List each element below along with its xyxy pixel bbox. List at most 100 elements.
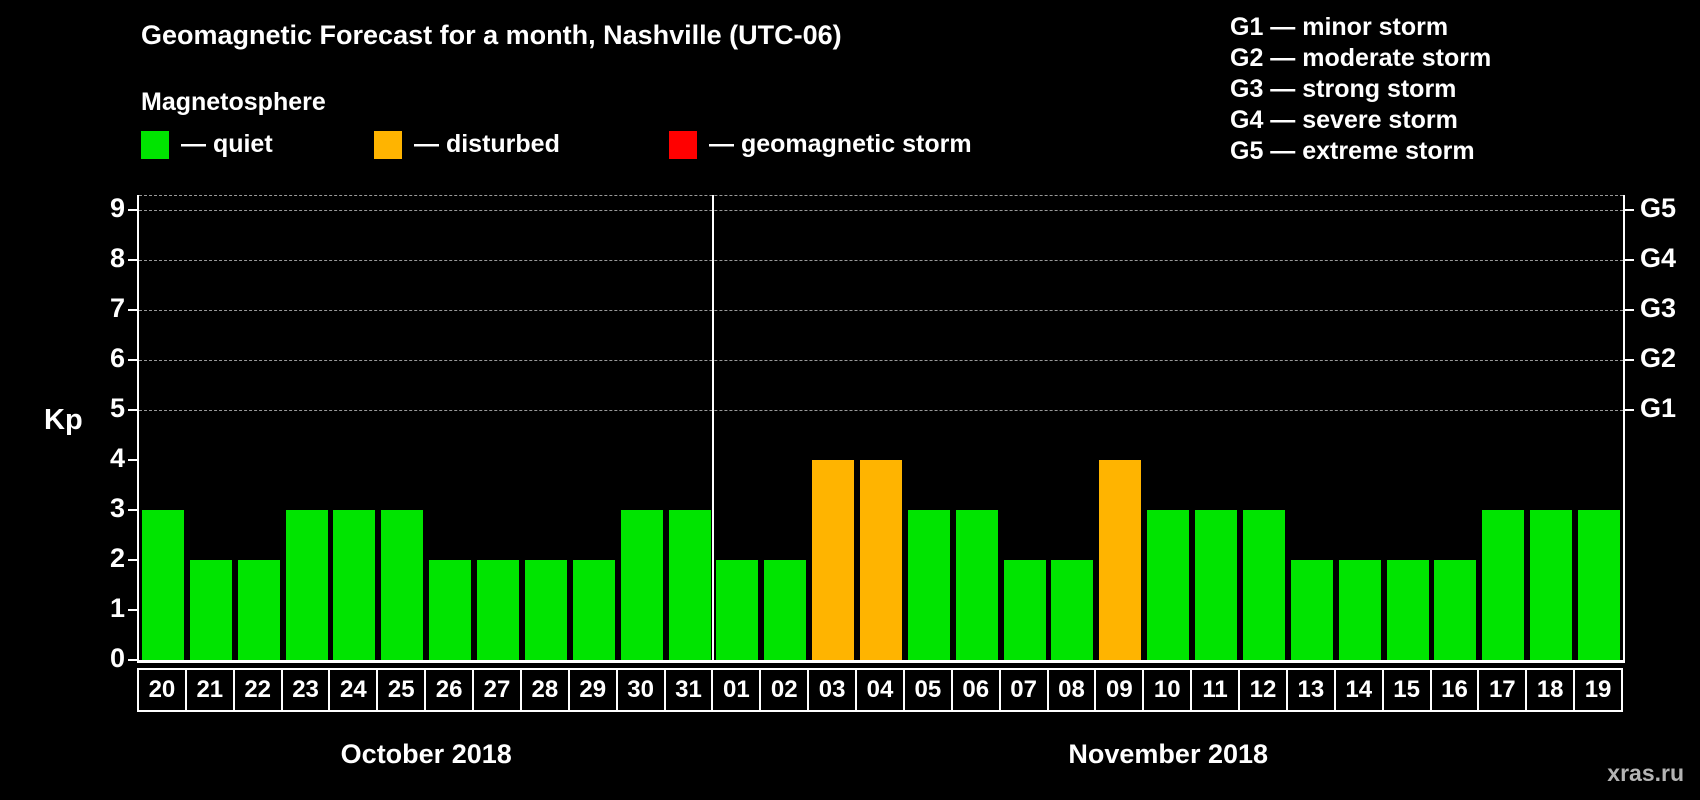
day-label: 14 (1333, 668, 1384, 712)
month-separator (712, 195, 715, 660)
day-label: 19 (1573, 668, 1623, 712)
kp-bar (1338, 560, 1381, 660)
kp-bar (812, 460, 855, 660)
y-tick-label: 5 (109, 393, 125, 423)
kp-bar (237, 560, 280, 660)
legend-label-quiet: — quiet (181, 130, 273, 158)
legend-item-quiet: — quiet (141, 130, 273, 159)
gridline-kp-9 (139, 210, 1623, 211)
kp-bar (907, 510, 950, 660)
y-tick (128, 309, 137, 311)
kp-bar (1386, 560, 1429, 660)
kp-bar (955, 510, 998, 660)
chart-title: Geomagnetic Forecast for a month, Nashvi… (141, 20, 842, 50)
day-label: 20 (137, 668, 187, 712)
kp-bar (1051, 560, 1094, 660)
y-tick-label: 9 (109, 193, 125, 223)
gridline-kp-6 (139, 360, 1623, 361)
day-label: 02 (759, 668, 810, 712)
g-scale-label: G2 (1640, 343, 1677, 373)
day-label: 30 (615, 668, 666, 712)
kp-bar (1290, 560, 1333, 660)
day-label: 09 (1094, 668, 1145, 712)
y-axis-label: Kp (44, 404, 83, 436)
kp-bar (141, 510, 184, 660)
gridline-kp-5 (139, 410, 1623, 411)
y-tick-label: 2 (109, 543, 125, 573)
month-label: November 2018 (1068, 739, 1269, 769)
kp-bar (764, 560, 807, 660)
kp-bar (477, 560, 520, 660)
storm-scale-item: G3 — strong storm (1230, 75, 1457, 103)
g-tick (1625, 309, 1634, 311)
g-scale-label: G5 (1640, 193, 1677, 223)
kp-bar (860, 460, 902, 660)
storm-scale-item: G4 — severe storm (1230, 106, 1458, 134)
kp-bar (381, 510, 424, 660)
kp-bar (668, 510, 711, 660)
kp-bar (1482, 510, 1525, 660)
legend-label-storm: — geomagnetic storm (709, 130, 972, 158)
gridline-kp-7 (139, 310, 1623, 311)
y-tick-label: 0 (109, 643, 125, 673)
kp-bar (572, 560, 615, 660)
day-label: 11 (1190, 668, 1241, 712)
day-label: 25 (376, 668, 427, 712)
kp-bar (333, 510, 376, 660)
y-tick (128, 209, 137, 211)
day-label: 13 (1285, 668, 1336, 712)
y-tick-label: 4 (109, 443, 125, 473)
x-axis-line (137, 660, 1625, 663)
g-tick (1625, 359, 1634, 361)
legend-swatch-disturbed (374, 130, 402, 159)
storm-scale-legend: G1 — minor storm G2 — moderate storm G3 — … (1230, 12, 1491, 167)
y-axis-line (137, 195, 139, 663)
kp-bar (1578, 510, 1621, 660)
y-tick (128, 509, 137, 511)
kp-bar (524, 560, 567, 660)
g-tick (1625, 259, 1634, 261)
day-label: 18 (1525, 668, 1576, 712)
kp-bar (285, 510, 328, 660)
g-scale-label: G4 (1640, 243, 1677, 273)
month-label: October 2018 (340, 739, 512, 769)
day-label: 04 (855, 668, 905, 712)
kp-bar (716, 560, 759, 660)
legend-item-storm: — geomagnetic storm (669, 130, 972, 159)
g-scale-label: G3 (1640, 293, 1677, 323)
y-tick (128, 559, 137, 561)
legend-item-disturbed: — disturbed (374, 130, 560, 159)
kp-bar (1003, 560, 1046, 660)
magnetosphere-legend: — quiet — disturbed — geomagnetic storm (141, 130, 1141, 160)
magnetosphere-legend-heading: Magnetosphere (141, 88, 326, 116)
y-tick-label: 3 (109, 493, 125, 523)
day-label: 03 (807, 668, 858, 712)
kp-bar (1147, 510, 1190, 660)
y-tick-label: 6 (109, 343, 125, 373)
legend-swatch-storm (669, 130, 697, 159)
day-label: 24 (328, 668, 379, 712)
g-tick (1625, 409, 1634, 411)
y-tick (128, 459, 137, 461)
y-tick (128, 409, 137, 411)
g-tick (1625, 209, 1634, 211)
kp-bar (1195, 510, 1238, 660)
day-label: 26 (424, 668, 475, 712)
day-label: 21 (184, 668, 235, 712)
kp-bar (429, 560, 472, 660)
day-label: 12 (1238, 668, 1288, 712)
storm-scale-item: G1 — minor storm (1230, 13, 1449, 41)
day-label: 23 (280, 668, 331, 712)
day-label: 16 (1429, 668, 1480, 712)
y-tick (128, 259, 137, 261)
gridline-kp-8 (139, 260, 1623, 261)
y-tick (128, 359, 137, 361)
plot-top-gridline (139, 195, 1623, 196)
y-tick-label: 7 (109, 293, 125, 323)
kp-bar (1530, 510, 1573, 660)
y-tick-label: 1 (109, 593, 125, 623)
day-label: 31 (663, 668, 714, 712)
day-label: 27 (472, 668, 522, 712)
g-scale-label: G1 (1640, 393, 1677, 423)
